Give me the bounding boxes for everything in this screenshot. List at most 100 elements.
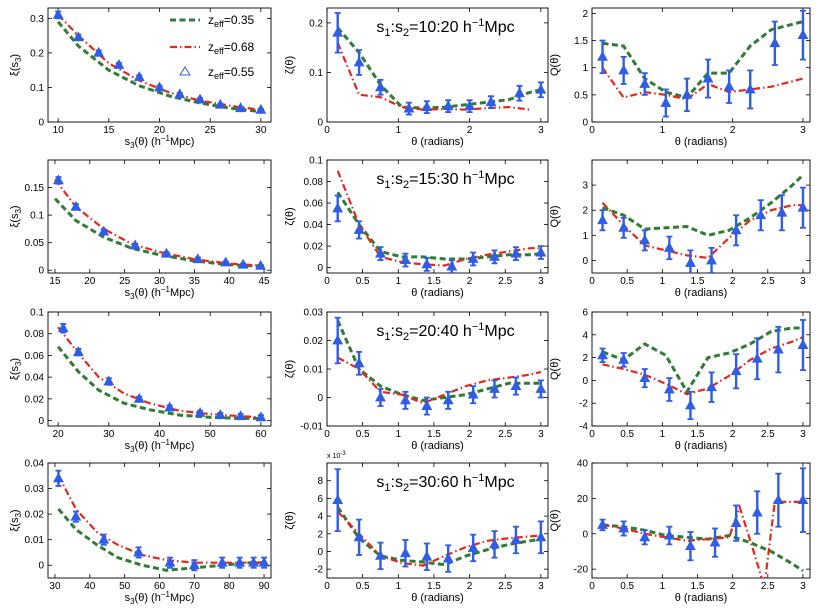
x-tick-label: 2.5 bbox=[498, 429, 512, 440]
data-point bbox=[133, 392, 145, 403]
data-point bbox=[332, 494, 344, 505]
data-point bbox=[214, 409, 226, 420]
x-tick-label: 1.5 bbox=[691, 429, 705, 440]
data-point bbox=[421, 550, 433, 561]
y-tick-label: 0.01 bbox=[25, 535, 45, 546]
data-point bbox=[685, 540, 696, 551]
y-tick-label: 0.1 bbox=[309, 68, 323, 79]
series-line-z035 bbox=[56, 345, 261, 420]
x-tick-label: 1 bbox=[396, 125, 402, 136]
y-axis-label: ξ(s3) bbox=[9, 205, 23, 227]
x-tick-label: 1 bbox=[396, 276, 402, 287]
data-point bbox=[98, 533, 110, 544]
series-points-z055 bbox=[597, 467, 809, 562]
data-point bbox=[133, 71, 145, 81]
data-point bbox=[489, 382, 500, 393]
x-axis-label: θ (radians) bbox=[411, 440, 464, 452]
series-line-z035 bbox=[57, 508, 264, 572]
legend-swatch-z055 bbox=[179, 66, 191, 76]
data-point bbox=[164, 556, 176, 567]
data-point bbox=[510, 380, 522, 390]
data-point bbox=[685, 256, 696, 267]
y-tick-label: 0.01 bbox=[304, 365, 324, 376]
x-axis-label: s3(θ) (h−1Mpc) bbox=[125, 134, 195, 150]
y-tick-label: 0 bbox=[317, 118, 323, 129]
x-tick-label: 30 bbox=[103, 429, 115, 440]
x-tick-label: 0 bbox=[589, 125, 595, 136]
series-line-z035 bbox=[336, 506, 542, 567]
data-point bbox=[53, 174, 64, 185]
series-line-z068 bbox=[601, 67, 804, 101]
y-axis-label: ζ(θ) bbox=[284, 56, 296, 74]
data-point bbox=[730, 517, 742, 528]
x-tick-label: 3 bbox=[800, 429, 806, 440]
x-tick-label: 1.5 bbox=[691, 276, 705, 287]
data-point bbox=[751, 506, 763, 517]
y-tick-label: 0.15 bbox=[25, 183, 45, 194]
x-tick-label: 0.5 bbox=[620, 429, 634, 440]
subplot-r0c0: 10 15 20 25 30 0 0.1 0.2 0.3 s3(θ) (h−1Mpc) ξ(s3) bbox=[9, 7, 272, 150]
data-point bbox=[772, 343, 784, 354]
data-point bbox=[194, 406, 206, 417]
data-point bbox=[353, 531, 365, 542]
y-tick-label: 6 bbox=[582, 308, 588, 319]
y-axis-label: ζ(θ) bbox=[284, 511, 296, 529]
legend-label: zeff=0.68 bbox=[208, 40, 255, 56]
data-point bbox=[216, 556, 228, 567]
data-point bbox=[489, 250, 500, 261]
data-point bbox=[234, 556, 246, 567]
data-point bbox=[510, 247, 522, 258]
y-tick-label: 2 bbox=[582, 9, 588, 20]
data-point bbox=[70, 200, 82, 211]
x-tick-label: 2 bbox=[467, 125, 473, 136]
data-point bbox=[400, 254, 411, 264]
series-line-z035 bbox=[601, 174, 805, 237]
x-tick-label: 0 bbox=[324, 429, 330, 440]
series-line-z068 bbox=[336, 42, 531, 111]
x-tick-label: 2 bbox=[730, 429, 736, 440]
data-point bbox=[535, 246, 547, 257]
axes-box bbox=[326, 462, 549, 579]
data-point bbox=[776, 206, 788, 217]
y-axis-label: ζ(θ) bbox=[284, 360, 296, 378]
data-point bbox=[442, 552, 454, 563]
y-tick-label: 0.02 bbox=[25, 510, 45, 521]
data-point bbox=[751, 352, 763, 363]
x-tick-label: 30 bbox=[255, 125, 267, 136]
data-point bbox=[467, 388, 479, 399]
x-tick-label: 3 bbox=[800, 125, 806, 136]
data-point bbox=[597, 518, 608, 529]
x-tick-label: 2.5 bbox=[761, 429, 775, 440]
x-tick-label: 0 bbox=[589, 429, 595, 440]
y-axis-label: ξ(s3) bbox=[9, 509, 23, 531]
y-axis-label: Q(θ) bbox=[549, 54, 561, 76]
data-point bbox=[73, 31, 84, 42]
data-point bbox=[188, 559, 200, 570]
data-point bbox=[702, 72, 714, 83]
x-tick-label: 2.5 bbox=[761, 276, 775, 287]
x-tick-label: 2 bbox=[730, 125, 736, 136]
y-tick-label: 2 bbox=[317, 529, 323, 540]
axes-box bbox=[47, 311, 272, 427]
y-axis-label: Q(θ) bbox=[549, 358, 561, 380]
x-axis-label: s3(θ) (h−1Mpc) bbox=[125, 285, 195, 301]
series-line-z068 bbox=[57, 326, 261, 419]
x-tick-label: 2.5 bbox=[761, 581, 775, 592]
y-tick-label: 0.2 bbox=[309, 18, 323, 29]
y-tick-label: 0.04 bbox=[304, 220, 324, 231]
data-point bbox=[235, 102, 246, 113]
series-points-z055 bbox=[332, 316, 547, 416]
data-point bbox=[639, 372, 651, 383]
row-title: s1:s2=20:40 h−1Mpc bbox=[376, 321, 514, 343]
x-tick-label: 2 bbox=[467, 276, 473, 287]
data-point bbox=[681, 88, 693, 99]
x-axis-label: θ (radians) bbox=[675, 592, 728, 604]
data-point bbox=[255, 259, 266, 270]
legend-label: zeff=0.55 bbox=[208, 65, 255, 81]
series-points-z055 bbox=[597, 186, 809, 273]
x-tick-label: 2 bbox=[467, 429, 473, 440]
data-point bbox=[663, 529, 675, 540]
data-point bbox=[353, 223, 365, 234]
x-tick-label: 3 bbox=[538, 429, 544, 440]
